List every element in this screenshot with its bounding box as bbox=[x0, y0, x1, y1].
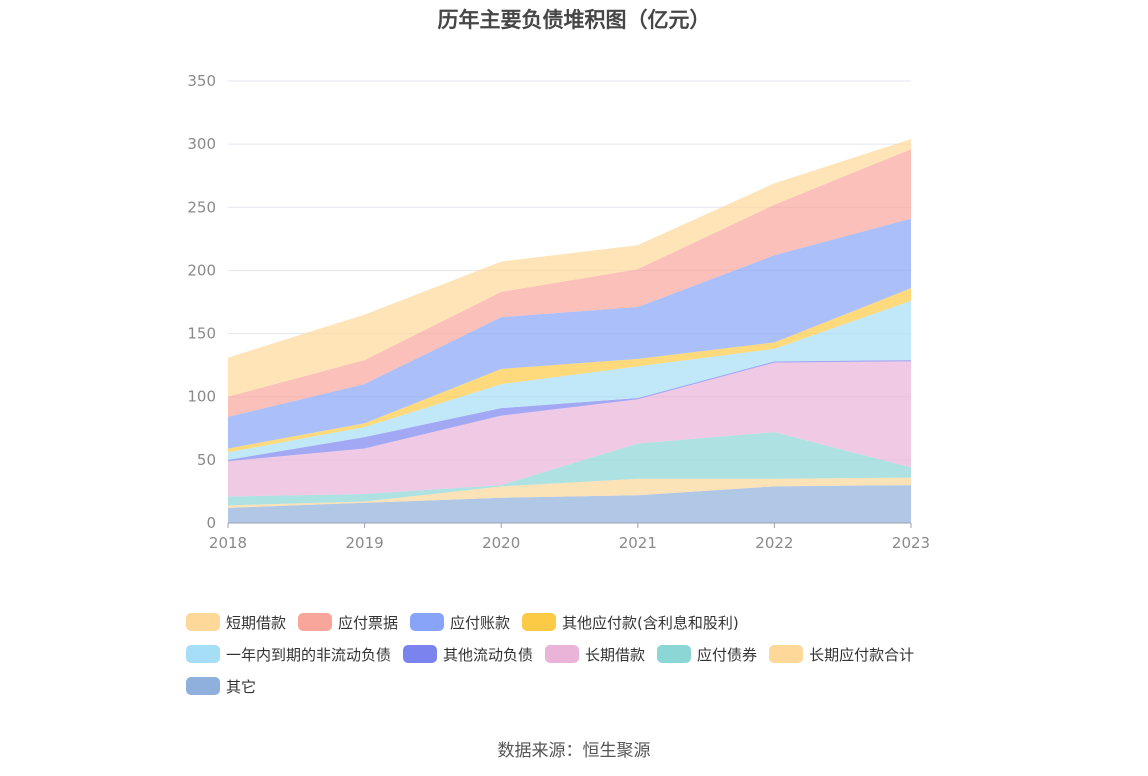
area-series-5 bbox=[228, 300, 911, 460]
area-series-9 bbox=[228, 139, 911, 397]
x-tick-label: 2022 bbox=[755, 534, 793, 552]
legend-label: 其他应付款(含利息和股利) bbox=[562, 613, 739, 632]
x-tick-label: 2019 bbox=[346, 534, 384, 552]
x-tick-label: 2021 bbox=[619, 534, 657, 552]
area-series-4 bbox=[228, 360, 911, 462]
x-tick-label: 2023 bbox=[892, 534, 930, 552]
y-tick-label: 250 bbox=[187, 198, 216, 216]
area-series-6 bbox=[228, 288, 911, 453]
y-tick-label: 300 bbox=[187, 135, 216, 153]
legend-item[interactable]: 其他流动负债 bbox=[403, 644, 533, 665]
legend-swatch bbox=[186, 677, 220, 695]
legend-swatch bbox=[410, 613, 445, 631]
area-series-2 bbox=[228, 432, 911, 506]
legend-swatch bbox=[186, 645, 220, 663]
legend-item[interactable]: 应付债券 bbox=[657, 644, 757, 665]
area-series-8 bbox=[228, 149, 911, 417]
y-tick-label: 350 bbox=[187, 72, 216, 90]
legend-label: 短期借款 bbox=[226, 613, 287, 632]
legend-item[interactable]: 应付票据 bbox=[298, 612, 398, 633]
y-tick-label: 50 bbox=[197, 451, 216, 469]
legend-swatch bbox=[545, 645, 580, 663]
legend-row: 一年内到期的非流动负债 其他流动负债 长期借款 应付债券 长期应付款合计 bbox=[186, 638, 1006, 670]
area-series-7 bbox=[228, 218, 911, 449]
legend-item[interactable]: 应付账款 bbox=[410, 612, 510, 633]
legend-label: 一年内到期的非流动负债 bbox=[226, 645, 392, 664]
area-series-1 bbox=[228, 477, 911, 508]
chart-title: 历年主要负债堆积图（亿元） bbox=[437, 8, 711, 32]
legend-item[interactable]: 一年内到期的非流动负债 bbox=[186, 644, 391, 665]
legend-label: 其他流动负债 bbox=[443, 645, 534, 664]
legend-swatch bbox=[769, 645, 804, 663]
legend-swatch bbox=[657, 645, 692, 663]
area-series-3 bbox=[228, 361, 911, 497]
y-tick-label: 0 bbox=[206, 514, 216, 532]
legend-item[interactable]: 长期应付款合计 bbox=[769, 644, 914, 665]
legend-label: 应付账款 bbox=[450, 613, 511, 632]
y-tick-label: 200 bbox=[187, 261, 216, 279]
legend-item[interactable]: 其它 bbox=[186, 676, 256, 697]
legend-label: 其它 bbox=[226, 677, 257, 696]
area-series-0 bbox=[228, 485, 911, 523]
legend-swatch bbox=[522, 613, 557, 631]
legend-row: 其它 bbox=[186, 670, 1006, 702]
legend-swatch bbox=[298, 613, 333, 631]
legend-item[interactable]: 长期借款 bbox=[545, 644, 645, 665]
legend-label: 应付票据 bbox=[338, 613, 399, 632]
legend-label: 应付债券 bbox=[697, 645, 758, 664]
legend-swatch bbox=[186, 613, 220, 631]
legend-item[interactable]: 短期借款 bbox=[186, 612, 286, 633]
x-tick-label: 2018 bbox=[209, 534, 247, 552]
legend-label: 长期借款 bbox=[585, 645, 646, 664]
legend-row: 短期借款 应付票据 应付账款 其他应付款(含利息和股利) bbox=[186, 606, 1006, 638]
data-source-note: 数据来源：恒生聚源 bbox=[497, 741, 651, 761]
legend-swatch bbox=[403, 645, 438, 663]
legend-item[interactable]: 其他应付款(含利息和股利) bbox=[522, 612, 739, 633]
legend-label: 长期应付款合计 bbox=[809, 645, 915, 664]
legend: 短期借款 应付票据 应付账款 其他应付款(含利息和股利) 一年内到期的非流动负债 其他流动… bbox=[186, 606, 1006, 702]
x-tick-label: 2020 bbox=[482, 534, 520, 552]
y-tick-label: 150 bbox=[187, 325, 216, 343]
y-tick-label: 100 bbox=[187, 388, 216, 406]
